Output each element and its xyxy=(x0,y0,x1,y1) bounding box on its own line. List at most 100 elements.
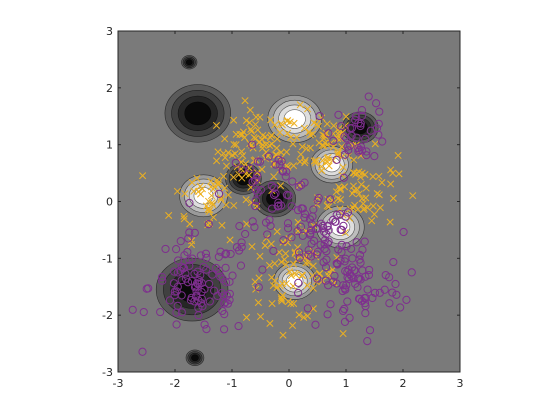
data-point-o xyxy=(342,134,351,143)
data-point-o xyxy=(139,307,148,317)
data-point-x xyxy=(286,268,294,276)
data-point-x xyxy=(272,151,281,159)
data-point-o xyxy=(306,229,315,238)
data-point-o xyxy=(251,185,261,194)
data-point-x xyxy=(268,273,276,281)
data-point-x xyxy=(247,127,256,135)
data-point-x xyxy=(267,131,276,139)
data-point-o xyxy=(267,204,277,213)
data-point-x xyxy=(304,105,312,113)
data-point-x xyxy=(301,156,309,165)
data-point-x xyxy=(325,203,333,211)
data-point-x xyxy=(306,131,314,139)
data-point-o xyxy=(295,248,304,257)
data-point-o xyxy=(156,307,165,317)
data-point-o xyxy=(216,247,225,256)
data-point-x xyxy=(193,174,201,182)
data-point-o xyxy=(313,274,322,283)
data-point-x xyxy=(375,172,383,180)
data-point-o xyxy=(343,208,353,217)
data-point-x xyxy=(247,198,256,207)
data-point-x xyxy=(238,148,246,156)
data-point-o xyxy=(374,130,383,139)
data-point-o xyxy=(199,262,208,271)
scatter-points xyxy=(128,92,417,356)
data-point-x xyxy=(323,157,331,165)
data-point-o xyxy=(172,320,181,329)
data-point-o xyxy=(221,278,231,287)
data-point-x xyxy=(279,331,287,339)
data-point-x xyxy=(139,172,147,180)
data-point-o xyxy=(324,129,333,138)
data-point-o xyxy=(391,279,400,289)
data-point-o xyxy=(221,250,230,259)
data-point-x xyxy=(341,122,349,130)
data-point-o xyxy=(184,234,193,243)
data-point-x xyxy=(173,187,181,195)
data-point-o xyxy=(320,244,329,253)
data-point-o xyxy=(319,258,328,267)
data-point-x xyxy=(375,191,383,199)
data-point-x xyxy=(273,284,281,292)
data-point-o xyxy=(202,253,211,262)
data-point-o xyxy=(347,131,356,140)
data-point-o xyxy=(323,310,332,319)
data-point-x xyxy=(309,262,317,270)
data-point-o xyxy=(161,244,170,254)
data-point-o xyxy=(352,238,361,247)
data-point-x xyxy=(252,113,260,121)
data-point-o xyxy=(157,273,167,282)
data-point-x xyxy=(389,194,397,202)
data-point-o xyxy=(352,133,361,142)
data-point-o xyxy=(279,167,288,176)
data-point-o xyxy=(296,222,306,231)
data-point-o xyxy=(216,272,225,281)
data-point-x xyxy=(226,236,234,244)
data-point-x xyxy=(369,173,377,181)
data-point-o xyxy=(309,236,319,246)
data-point-x xyxy=(290,119,298,127)
data-point-o xyxy=(317,219,326,228)
data-point-x xyxy=(309,284,317,292)
data-point-o xyxy=(237,238,246,247)
data-point-o xyxy=(298,204,307,213)
data-point-x xyxy=(287,133,295,142)
data-point-o xyxy=(281,172,290,181)
data-point-o xyxy=(351,112,360,121)
data-point-o xyxy=(355,294,364,304)
data-point-x xyxy=(208,199,216,207)
contour-blob-low xyxy=(181,55,198,70)
data-point-o xyxy=(392,290,401,299)
data-point-o xyxy=(192,287,201,296)
data-point-o xyxy=(303,304,312,313)
data-point-o xyxy=(339,281,348,290)
contour-level xyxy=(191,354,199,362)
data-point-o xyxy=(320,236,330,245)
data-point-o xyxy=(279,236,288,245)
data-point-x xyxy=(325,162,333,170)
data-point-x xyxy=(336,184,345,192)
data-point-x xyxy=(276,128,284,137)
data-point-x xyxy=(354,205,362,213)
data-point-o xyxy=(311,320,320,329)
data-point-o xyxy=(177,262,186,271)
data-point-o xyxy=(298,231,307,240)
x-tick-label: -1 xyxy=(227,377,238,390)
data-point-x xyxy=(207,177,215,185)
y-axis: -3 -2 -1 0 1 2 3 xyxy=(102,25,460,379)
data-point-o xyxy=(274,198,283,207)
data-point-x xyxy=(251,134,259,143)
data-point-x xyxy=(258,165,266,173)
data-point-x xyxy=(312,159,320,167)
data-point-x xyxy=(214,148,222,156)
data-point-x xyxy=(312,156,320,164)
data-point-o xyxy=(205,297,214,306)
data-point-o xyxy=(176,237,185,246)
data-point-o xyxy=(204,220,213,229)
series-x-markers xyxy=(139,97,417,339)
data-point-x xyxy=(376,204,384,212)
data-point-o xyxy=(248,217,257,226)
data-point-x xyxy=(209,213,217,221)
data-point-o xyxy=(325,195,335,204)
contour-level xyxy=(185,59,193,66)
